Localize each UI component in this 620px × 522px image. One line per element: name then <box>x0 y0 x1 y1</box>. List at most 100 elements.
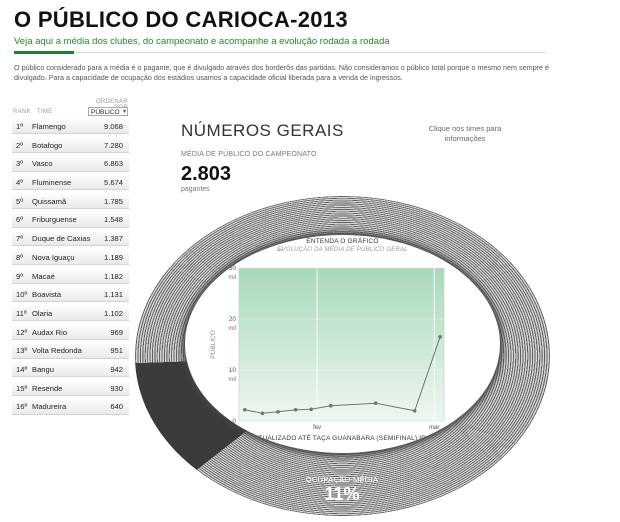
section-title: NÚMEROS GERAIS <box>181 121 344 140</box>
average-value: 2.803 <box>181 163 232 185</box>
ranking-row[interactable]: 6º Friburguense 1.548 <box>12 211 129 228</box>
ranking-row[interactable]: 7º Duque de Caxias 1.387 <box>12 230 129 247</box>
plot-area <box>238 267 445 422</box>
team-average: 6.863 <box>103 159 123 169</box>
rank-position: 6º <box>16 215 23 225</box>
y-tick-label: 20 <box>229 316 237 323</box>
y-tick-unit: mil <box>228 275 236 281</box>
team-name: Boavista <box>32 290 62 300</box>
team-average: 969 <box>110 327 123 337</box>
data-point <box>260 411 265 416</box>
ranking-list: 1º Flamengo 9.068 2º Botafogo 7.280 3º Vasco 6.8… <box>12 118 129 417</box>
team-name: Botafogo <box>32 140 63 150</box>
rank-position: 10º <box>16 290 28 300</box>
rank-position: 11º <box>16 308 27 318</box>
team-average: 9.068 <box>103 122 123 131</box>
data-point <box>438 335 442 339</box>
ranking-row[interactable]: 3º Vasco 6.863 <box>12 155 129 172</box>
ranking-row[interactable]: 8º Nova Iguaçu 1.189 <box>12 248 129 266</box>
team-average: 1.785 <box>103 196 123 206</box>
ranking-row[interactable]: 16º Madureira 640 <box>12 398 129 415</box>
sort-select-value: PÚBLICO <box>91 109 120 116</box>
team-average: 1.548 <box>103 215 123 225</box>
ranking-row[interactable]: 13º Volta Redonda 951 <box>12 342 129 359</box>
average-unit: pagantes <box>181 186 210 193</box>
ranking-row[interactable]: 2º Botafogo 7.280 <box>12 136 129 153</box>
page-title: O PÚBLICO DO CARIOCA-2013 <box>14 7 348 32</box>
x-tick-label: fev <box>313 425 321 431</box>
click-hint: Clique nos times para informações <box>428 124 502 143</box>
data-point <box>412 409 417 413</box>
data-point <box>328 403 333 408</box>
chart-lens: ENTENDA O GRÁFICO EVOLUÇÃO DA MÉDIA DE P… <box>185 235 500 453</box>
chevron-down-icon: ▾ <box>122 109 126 115</box>
rank-position: 13º <box>16 346 28 356</box>
rank-position: 12º <box>16 327 28 337</box>
data-point <box>276 410 280 414</box>
data-point <box>373 401 378 405</box>
rank-position: 15º <box>16 383 28 393</box>
chart-title: ENTENDA O GRÁFICO <box>306 238 379 245</box>
x-tick-label: mar <box>429 425 439 431</box>
y-tick-unit: mil <box>228 326 236 332</box>
team-average: 1.189 <box>103 252 123 262</box>
team-name: Bangu <box>32 364 54 374</box>
occupancy-value: 11% <box>324 484 360 504</box>
ranking-row[interactable]: 11º Olaria 1.102 <box>12 304 129 322</box>
y-axis-label: PÚBLICO <box>208 330 217 359</box>
team-average: 7.280 <box>103 140 123 150</box>
team-average: 951 <box>110 346 123 356</box>
y-tick-unit: mil <box>228 377 236 383</box>
rank-position: 4º <box>16 178 23 188</box>
average-label: MÉDIA DE PÚBLICO DO CAMPEONATO <box>181 151 317 158</box>
rank-position: 9º <box>16 271 23 281</box>
occupancy-label: OCUPAÇÃO MÉDIA <box>305 475 379 484</box>
team-average: 5.674 <box>103 178 123 188</box>
data-point <box>243 407 247 412</box>
header-divider <box>74 52 546 53</box>
team-average: 930 <box>110 383 123 393</box>
team-name: Resende <box>32 383 63 393</box>
y-tick-label: 30 <box>229 265 237 272</box>
ranking-row[interactable]: 5º Quissamã 1.785 <box>12 192 129 210</box>
rank-position: 16º <box>16 402 28 412</box>
y-tick-label: 0 <box>232 418 236 425</box>
data-point <box>293 407 298 412</box>
chart-legend: EVOLUÇÃO DA MÉDIA DE PÚBLICO GERAL <box>277 247 408 253</box>
team-name: Fluminense <box>32 178 72 188</box>
rank-position: 7º <box>16 234 23 244</box>
team-name: Madureira <box>32 402 67 412</box>
team-name: Flamengo <box>32 122 66 131</box>
team-average: 942 <box>110 364 123 374</box>
accent-bar <box>14 51 74 54</box>
methodology-note: O público considerado para a média é o p… <box>14 63 549 82</box>
sort-select[interactable]: PÚBLICO ▾ <box>88 107 128 116</box>
rank-position: 5º <box>16 196 23 206</box>
team-average: 1.131 <box>103 290 123 300</box>
rank-position: 1º <box>16 122 23 131</box>
ranking-row[interactable]: 9º Macaé 1.182 <box>12 267 129 284</box>
data-point <box>309 407 314 412</box>
rank-position: 14º <box>16 364 28 374</box>
ranking-row[interactable]: 14º Bangu 942 <box>12 360 129 378</box>
rank-position: 3º <box>16 159 23 169</box>
team-name: Olaria <box>32 308 53 318</box>
rank-position: 2º <box>16 140 23 150</box>
rank-position: 8º <box>16 252 23 262</box>
team-average: 1.102 <box>103 308 123 318</box>
ranking-row[interactable]: 4º Fluminense 5.674 <box>12 174 129 191</box>
team-name: Macaé <box>32 271 55 281</box>
team-name: Friburguense <box>32 215 77 225</box>
ranking-row[interactable]: 12º Audax Rio 969 <box>12 323 129 340</box>
team-average: 1.387 <box>103 234 123 244</box>
team-name: Nova Iguaçu <box>32 252 75 262</box>
ranking-row[interactable]: 1º Flamengo 9.068 <box>12 118 129 135</box>
ranking-row[interactable]: 10º Boavista 1.131 <box>12 286 129 303</box>
team-name: Vasco <box>32 159 53 169</box>
team-name: Duque de Caxias <box>32 234 91 244</box>
chart-update-note: ATUALIZADO ATÉ TAÇA GUANABARA (SEMIFINAL… <box>254 435 431 442</box>
rank-column-header: RANK <box>13 109 31 115</box>
ranking-row[interactable]: 15º Resende 930 <box>12 379 129 396</box>
team-column-header: TIME <box>37 109 53 115</box>
team-average: 640 <box>110 402 123 412</box>
